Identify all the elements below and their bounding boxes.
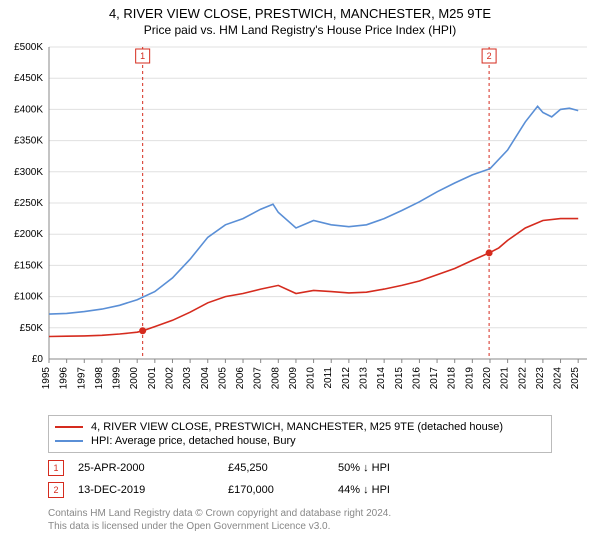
legend-swatch — [55, 426, 83, 428]
sale-marker-label: 2 — [487, 51, 492, 61]
y-tick-label: £450K — [14, 73, 43, 84]
sale-marker-label: 1 — [140, 51, 145, 61]
sale-marker-dot — [486, 249, 493, 256]
x-tick-label: 2018 — [447, 367, 458, 390]
sale-event-date: 13-DEC-2019 — [78, 484, 228, 496]
x-tick-label: 2025 — [570, 367, 581, 390]
legend-row: 4, RIVER VIEW CLOSE, PRESTWICH, MANCHEST… — [55, 420, 545, 434]
legend-swatch — [55, 440, 83, 442]
x-tick-label: 2004 — [200, 367, 211, 390]
sale-event-date: 25-APR-2000 — [78, 462, 228, 474]
x-tick-label: 2020 — [482, 367, 493, 390]
legend-label: HPI: Average price, detached house, Bury — [91, 435, 296, 447]
x-tick-label: 2007 — [253, 367, 264, 390]
x-tick-label: 2019 — [464, 367, 475, 390]
x-tick-label: 2015 — [394, 367, 405, 390]
y-tick-label: £350K — [14, 136, 43, 147]
y-tick-label: £0 — [32, 354, 44, 365]
x-tick-label: 2014 — [376, 367, 387, 390]
title-block: 4, RIVER VIEW CLOSE, PRESTWICH, MANCHEST… — [0, 0, 600, 39]
y-tick-label: £400K — [14, 104, 43, 115]
x-tick-label: 2021 — [500, 367, 511, 390]
x-tick-label: 2012 — [341, 367, 352, 390]
x-tick-label: 2001 — [147, 367, 158, 390]
legend-label: 4, RIVER VIEW CLOSE, PRESTWICH, MANCHEST… — [91, 421, 503, 433]
footer-attribution: Contains HM Land Registry data © Crown c… — [48, 507, 552, 533]
x-tick-label: 2010 — [306, 367, 317, 390]
sale-event-row: 1 25-APR-2000£45,25050% ↓ HPI — [48, 457, 552, 479]
sale-event-price: £45,250 — [228, 462, 338, 474]
y-tick-label: £200K — [14, 229, 43, 240]
x-tick-label: 1995 — [41, 367, 52, 390]
sale-event-hpi-delta: 50% ↓ HPI — [338, 462, 390, 474]
sale-marker-dot — [139, 327, 146, 334]
x-tick-label: 2008 — [270, 367, 281, 390]
sale-event-marker: 1 — [48, 460, 64, 476]
x-tick-label: 2016 — [411, 367, 422, 390]
y-tick-label: £50K — [20, 323, 44, 334]
footer-line-2: This data is licensed under the Open Gov… — [48, 520, 552, 533]
y-tick-label: £300K — [14, 167, 43, 178]
x-tick-label: 2013 — [359, 367, 370, 390]
x-tick-label: 2024 — [553, 367, 564, 390]
x-tick-label: 2003 — [182, 367, 193, 390]
x-tick-label: 2022 — [517, 367, 528, 390]
sale-event-row: 2 13-DEC-2019£170,00044% ↓ HPI — [48, 479, 552, 501]
sale-event-marker: 2 — [48, 482, 64, 498]
sale-event-price: £170,000 — [228, 484, 338, 496]
y-tick-label: £500K — [14, 42, 43, 53]
legend-row: HPI: Average price, detached house, Bury — [55, 434, 545, 448]
title-main: 4, RIVER VIEW CLOSE, PRESTWICH, MANCHEST… — [0, 6, 600, 21]
sale-event-hpi-delta: 44% ↓ HPI — [338, 484, 390, 496]
title-sub: Price paid vs. HM Land Registry's House … — [0, 23, 600, 37]
x-tick-label: 2005 — [217, 367, 228, 390]
x-tick-label: 1997 — [76, 367, 87, 390]
footer-line-1: Contains HM Land Registry data © Crown c… — [48, 507, 552, 520]
chart-svg: £0 £50K £100K £150K £200K £250K £300K £350K £400… — [5, 39, 595, 409]
chart-area: £0 £50K £100K £150K £200K £250K £300K £350K £400… — [5, 39, 595, 409]
legend: 4, RIVER VIEW CLOSE, PRESTWICH, MANCHEST… — [48, 415, 552, 453]
x-tick-label: 2023 — [535, 367, 546, 390]
y-tick-label: £150K — [14, 260, 43, 271]
x-tick-label: 2017 — [429, 367, 440, 390]
x-tick-label: 1998 — [94, 367, 105, 390]
x-tick-label: 2000 — [129, 367, 140, 390]
x-tick-label: 2011 — [323, 367, 334, 389]
x-tick-label: 2009 — [288, 367, 299, 390]
x-tick-label: 2002 — [164, 367, 175, 390]
x-tick-label: 1996 — [59, 367, 70, 390]
x-tick-label: 1999 — [112, 367, 123, 390]
y-tick-label: £250K — [14, 198, 43, 209]
chart-container: 4, RIVER VIEW CLOSE, PRESTWICH, MANCHEST… — [0, 0, 600, 533]
sale-events-table: 1 25-APR-2000£45,25050% ↓ HPI 2 13-DEC-2019… — [48, 457, 552, 501]
x-tick-label: 2006 — [235, 367, 246, 390]
y-tick-label: £100K — [14, 292, 43, 303]
